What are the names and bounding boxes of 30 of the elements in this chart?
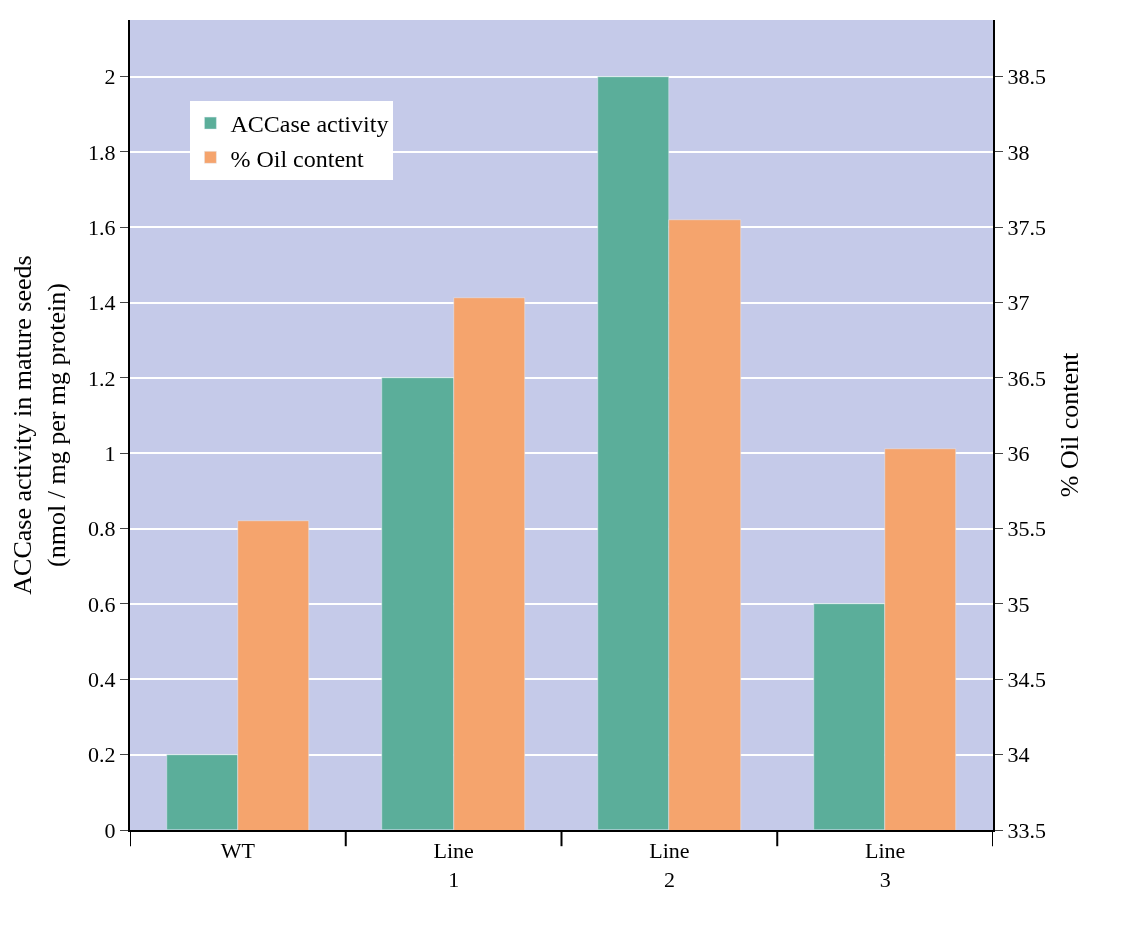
y-tick-label: 1.6 xyxy=(88,214,116,240)
y-tick-label: 0.6 xyxy=(88,591,116,617)
y2-tick-label: 35 xyxy=(1007,591,1030,617)
y2-tick-label: 34 xyxy=(1007,742,1030,768)
y-tick-label: 0.2 xyxy=(88,742,116,768)
y2-tick-label: 33.5 xyxy=(1007,817,1046,843)
x-tick-label: Line 3 xyxy=(864,838,906,892)
y2-tick-label: 38 xyxy=(1007,139,1030,165)
y-tick-label: 0 xyxy=(104,817,116,843)
y2-tick-label: 38.5 xyxy=(1007,64,1046,90)
y-tick-label: 1.8 xyxy=(88,139,116,165)
y2-tick-label: 34.5 xyxy=(1007,667,1046,692)
y2-tick-label: 35.5 xyxy=(1007,516,1046,542)
x-tick-label: Line 1 xyxy=(433,838,474,892)
y-tick-label: 2 xyxy=(104,64,116,90)
legend-label: % Oil content xyxy=(230,145,365,172)
y-axis-title: ACCase activity in mature seeds (nmol / mg per mg protein) xyxy=(8,255,71,595)
y-tick-label: 0.8 xyxy=(88,516,116,542)
y2-tick-label: 37 xyxy=(1007,290,1030,316)
legend-label: ACCase activity xyxy=(230,111,389,138)
y-tick-label: 1.4 xyxy=(88,290,116,316)
y2-tick-label: 37.5 xyxy=(1007,214,1046,240)
y-tick-label: 1.2 xyxy=(88,365,116,391)
y2-tick-label: 36 xyxy=(1007,440,1030,466)
y2-tick-label: 36.5 xyxy=(1007,365,1046,391)
y-tick-label: 1 xyxy=(104,440,116,466)
x-tick-label: Line 2 xyxy=(649,838,690,892)
x-tick-label: WT xyxy=(220,838,256,864)
y2-axis-title: % Oil content xyxy=(1055,352,1085,498)
y-tick-label: 0.4 xyxy=(88,667,116,692)
